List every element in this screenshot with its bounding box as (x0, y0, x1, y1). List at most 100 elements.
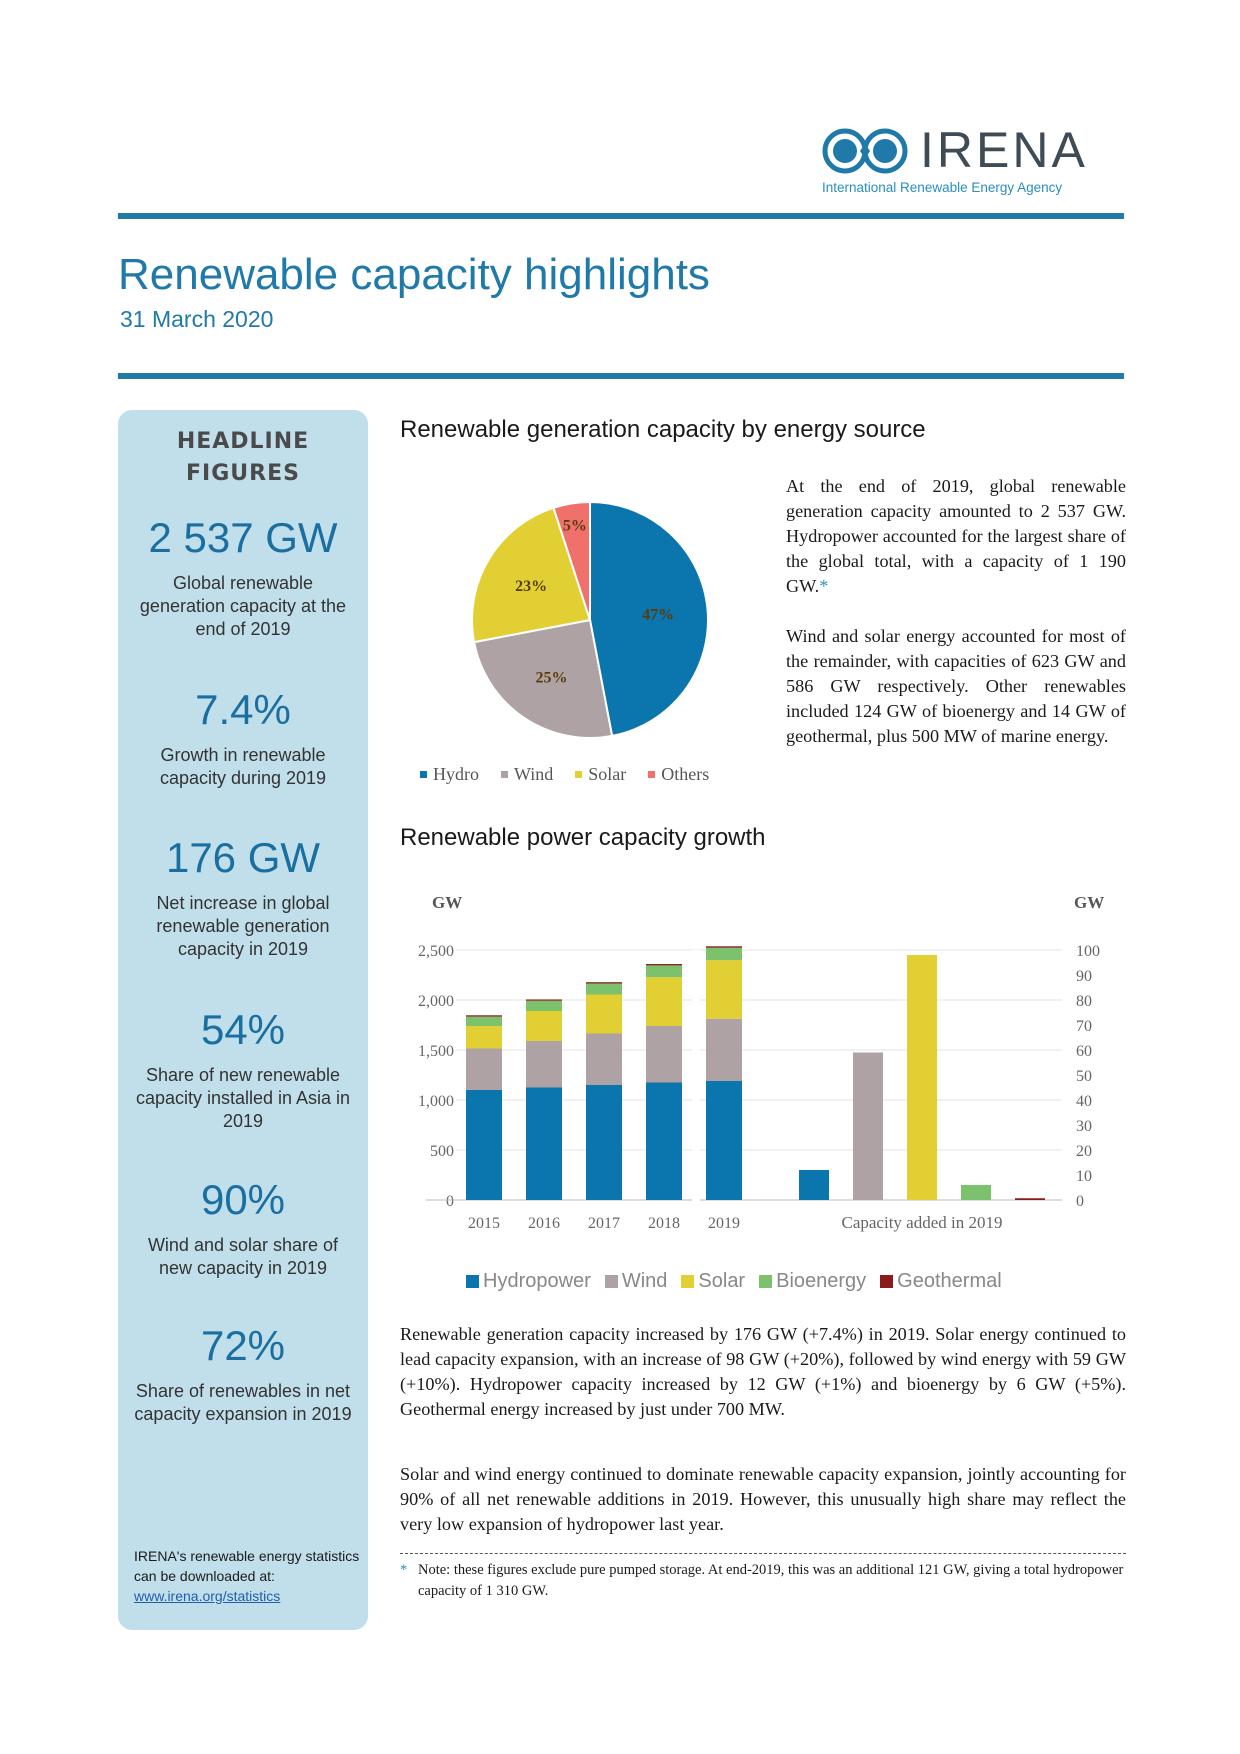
bar-2018-bioenergy (646, 965, 682, 978)
legend-swatch (880, 1275, 894, 1288)
added-bar-geothermal (1015, 1198, 1045, 1200)
headline-title-line1: HEADLINE (176, 429, 310, 454)
irena-logo: IRENA International Renewable Energy Age… (820, 122, 1120, 202)
legend-label: Hydro (433, 764, 479, 784)
right-tick-label: 50 (1076, 1068, 1092, 1085)
headline-desc: Share of new renewable capacity installe… (135, 1065, 351, 1131)
legend-label: Solar (588, 764, 627, 784)
headline-value: 7.4% (195, 686, 291, 733)
headline-figure-net-increase: 176 GW Net increase in global renewable … (118, 832, 368, 961)
right-tick-label: 10 (1076, 1168, 1092, 1185)
solar-wind-paragraph: Solar and wind energy continued to domin… (400, 1464, 1126, 1534)
bar-2017-wind (586, 1033, 622, 1085)
headline-figure-asia-share: 54% Share of new renewable capacity inst… (118, 1004, 368, 1133)
bar-2016-wind (526, 1041, 562, 1088)
wind-solar-paragraph: Wind and solar energy accounted for most… (786, 626, 1126, 746)
page-date: 31 March 2020 (120, 306, 274, 332)
footnote-marker: * (819, 576, 829, 596)
footnote-divider (400, 1553, 1126, 1554)
bar-2015-geothermal (466, 1015, 502, 1017)
headline-figure-growth: 7.4% Growth in renewable capacity during… (118, 684, 368, 790)
pie-label-hydro: 47% (642, 607, 674, 624)
right-tick-label: 90 (1076, 968, 1092, 985)
statistics-link[interactable]: www.irena.org/statistics (134, 1588, 281, 1604)
bar-legend-geothermal: Geothermal (880, 1270, 1002, 1293)
legend-swatch (501, 771, 508, 778)
bar-legend: Hydropower Wind Solar Bioenergy Geothermal (466, 1270, 1002, 1293)
pie-slice-others (552, 500, 591, 621)
bar-2016-bioenergy (526, 1000, 562, 1011)
bar-2019-bioenergy (706, 947, 742, 961)
bar-2016-solar (526, 1011, 562, 1041)
left-axis-unit: GW (432, 893, 462, 912)
added-bar-bioenergy (961, 1185, 991, 1200)
left-tick-label: 0 (446, 1193, 454, 1210)
headline-value: 72% (200, 1322, 286, 1369)
bar-legend-bioenergy: Bioenergy (759, 1270, 866, 1293)
legend-swatch (648, 771, 656, 778)
top-divider (118, 213, 1124, 219)
headline-figures-panel: HEADLINE FIGURES 2 537 GW Global renewab… (118, 410, 368, 1630)
legend-swatch (681, 1275, 695, 1288)
left-tick-label: 2,500 (418, 943, 454, 960)
headline-figure-renewables-share: 72% Share of renewables in net capacity … (118, 1320, 368, 1426)
right-tick-label: 100 (1076, 943, 1100, 960)
headline-desc: Wind and solar share of new capacity in … (147, 1235, 339, 1278)
legend-swatch (759, 1275, 773, 1288)
x-tick-label: 2016 (528, 1215, 560, 1232)
added-bar-hydropower (799, 1170, 829, 1200)
headline-value: 90% (200, 1176, 286, 1223)
capacity-growth-svg: GW GW 0 500 1,000 1,500 2,000 2,500 0 10 20 30 40 50 6… (418, 893, 1104, 1232)
legend-swatch (604, 1275, 618, 1288)
capacity-summary-text: At the end of 2019, global renewable gen… (786, 476, 1126, 596)
bar-2019-hydropower (706, 1081, 742, 1200)
added-bar-wind (853, 1052, 883, 1200)
x-tick-label: 2017 (588, 1215, 620, 1232)
bar-legend-solar: Solar (681, 1270, 745, 1293)
legend-label: Others (661, 764, 710, 784)
bar-2015-wind (466, 1048, 502, 1090)
pie-label-solar: 23% (515, 578, 547, 595)
added-bar-solar (907, 955, 937, 1200)
pie-legend-solar: Solar (575, 764, 626, 785)
headline-value: 176 GW (165, 834, 321, 881)
headline-value: 54% (200, 1006, 286, 1053)
bar-2018-geothermal (646, 964, 682, 966)
bar-2015-hydropower (466, 1090, 502, 1200)
bar-2015-solar (466, 1026, 502, 1049)
legend-label: Wind (514, 764, 554, 784)
pie-legend-others: Others (648, 764, 709, 785)
legend-label: Hydropower (483, 1270, 591, 1292)
left-tick-label: 2,000 (418, 993, 454, 1010)
pie-label-wind: 25% (536, 670, 568, 687)
pie-slice-wind (472, 618, 614, 739)
right-tick-label: 60 (1076, 1043, 1092, 1060)
x-tick-label: 2019 (708, 1215, 740, 1232)
bar-legend-hydropower: Hydropower (466, 1270, 591, 1293)
bar-2017-bioenergy (586, 983, 622, 995)
right-tick-label: 80 (1076, 993, 1092, 1010)
bar-2018-wind (646, 1026, 682, 1083)
right-axis-unit: GW (1074, 893, 1104, 912)
growth-section-heading: Renewable power capacity growth (400, 824, 766, 851)
pie-legend-wind: Wind (501, 764, 553, 785)
bar-2016-geothermal (526, 999, 562, 1001)
left-tick-label: 1,500 (418, 1043, 454, 1060)
header-divider (118, 373, 1124, 379)
headline-value: 2 537 GW (148, 514, 338, 561)
headline-desc: Growth in renewable capacity during 2019 (159, 745, 327, 788)
footnote-text: Note: these figures exclude pure pumped … (418, 1562, 1124, 1599)
right-tick-label: 70 (1076, 1018, 1092, 1035)
headline-title-line2: FIGURES (186, 461, 300, 486)
right-tick-label: 40 (1076, 1093, 1092, 1110)
bar-2019-geothermal (706, 946, 742, 948)
x-tick-label: 2018 (648, 1215, 680, 1232)
bar-2015-bioenergy (466, 1016, 502, 1026)
legend-label: Solar (698, 1270, 746, 1292)
statistics-download-note: IRENA's renewable energy statistics can … (134, 1546, 360, 1606)
bar-2019-wind (706, 1018, 742, 1081)
headline-figures-title: HEADLINE FIGURES (118, 426, 368, 490)
bar-2018-solar (646, 977, 682, 1026)
pie-legend-hydro: Hydro (420, 764, 479, 785)
pie-chart-svg: 47% 25% 23% 5% (471, 500, 709, 739)
